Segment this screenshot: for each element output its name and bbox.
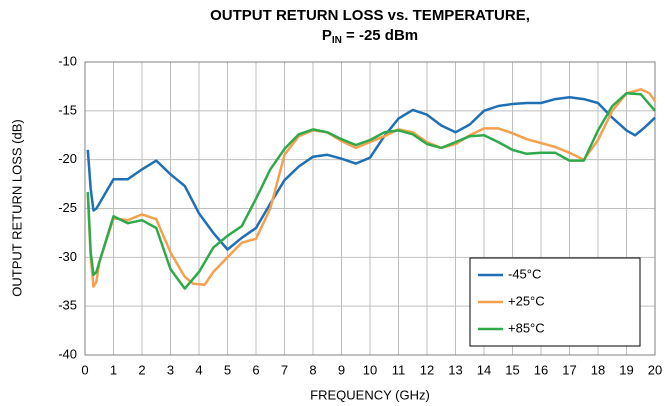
- chart-subtitle: PIN = -25 dBm: [322, 27, 418, 46]
- x-axis-label: FREQUENCY (GHz): [310, 387, 430, 402]
- x-tick-label: 1: [110, 362, 117, 377]
- plot-border: [84, 61, 656, 356]
- series-line: [86, 95, 656, 251]
- y-tick-label: -30: [58, 249, 77, 264]
- y-tick-label: -25: [58, 200, 77, 215]
- x-tick-label: 5: [224, 362, 231, 377]
- x-tick-label: 14: [477, 362, 491, 377]
- subtitle-sub: IN: [332, 35, 342, 46]
- series-line: [86, 88, 657, 288]
- x-tick-label: 9: [338, 362, 345, 377]
- x-tick-label: 18: [591, 362, 605, 377]
- x-tick-label: 12: [420, 362, 434, 377]
- x-tick-label: 0: [81, 362, 88, 377]
- x-tick-label: 4: [195, 362, 202, 377]
- chart-title: OUTPUT RETURN LOSS vs. TEMPERATURE,: [210, 7, 530, 24]
- x-tick-label: 20: [648, 362, 662, 377]
- x-tick-label: 3: [167, 362, 174, 377]
- y-tick-label: -35: [58, 298, 77, 313]
- x-tick-label: 8: [309, 362, 316, 377]
- legend-label: +25°C: [508, 293, 545, 308]
- x-tick-label: 6: [252, 362, 259, 377]
- subtitle-base: P: [322, 27, 332, 44]
- y-tick-label: -10: [58, 53, 77, 68]
- legend-label: +85°C: [508, 320, 545, 335]
- y-tick-label: -20: [58, 151, 77, 166]
- y-tick-label: -40: [58, 346, 77, 361]
- x-tick-label: 7: [281, 362, 288, 377]
- x-tick-label: 13: [448, 362, 462, 377]
- x-tick-label: 2: [138, 362, 145, 377]
- y-axis-label: OUTPUT RETURN LOSS (dB): [9, 119, 24, 296]
- x-tick-label: 10: [363, 362, 377, 377]
- x-tick-label: 11: [392, 362, 406, 377]
- x-tick-label: 16: [534, 362, 548, 377]
- legend-label: -45°C: [508, 266, 541, 281]
- subtitle-rest: = -25 dBm: [342, 27, 418, 44]
- x-tick-label: 15: [505, 362, 519, 377]
- y-tick-label: -15: [58, 102, 77, 117]
- series-line: [86, 92, 656, 290]
- x-tick-label: 17: [562, 362, 576, 377]
- x-tick-label: 19: [619, 362, 633, 377]
